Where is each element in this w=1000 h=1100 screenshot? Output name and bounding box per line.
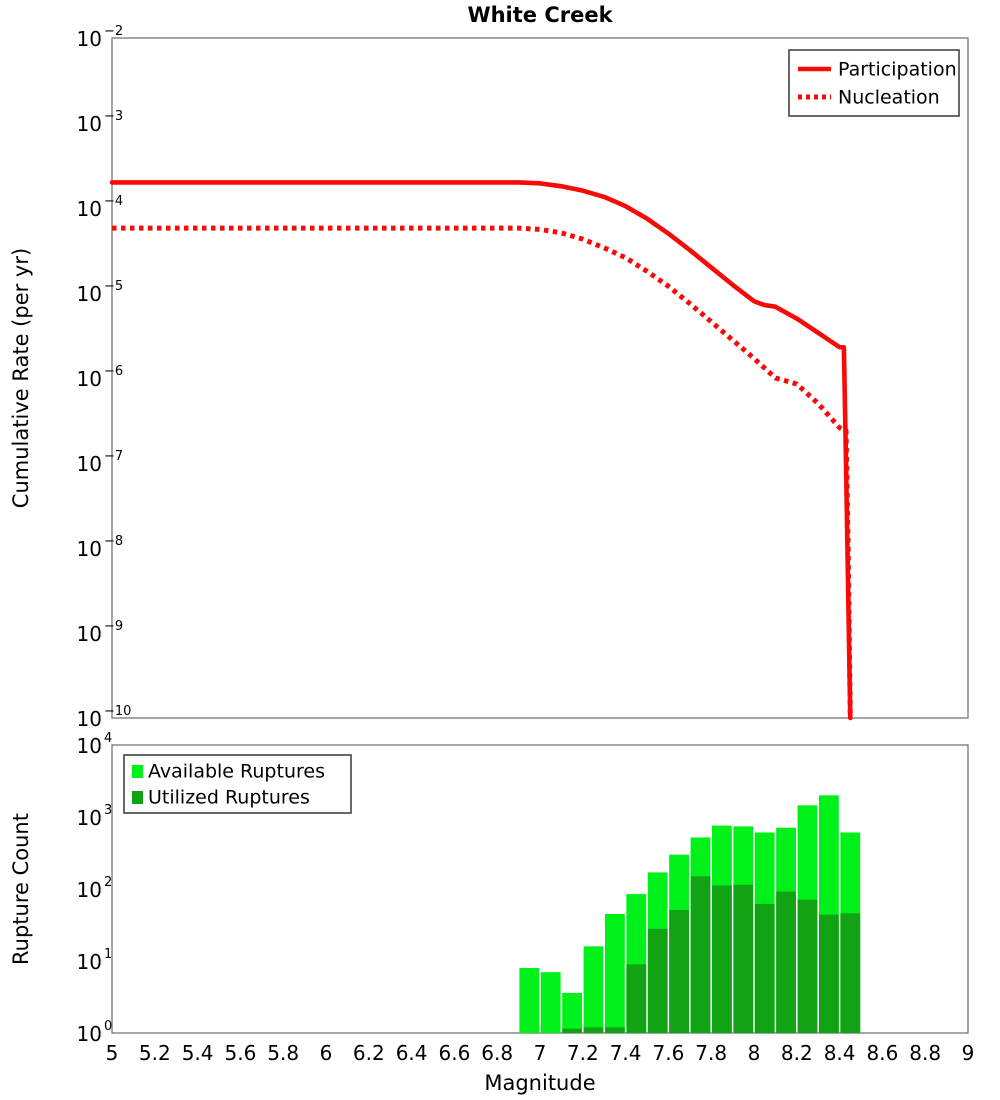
y-tick-mantissa: 10	[77, 806, 102, 830]
x-axis-label: Magnitude	[484, 1071, 595, 1095]
top-plot-legend[interactable]: Participation Nucleation	[789, 50, 959, 116]
top-plot-frame	[112, 38, 968, 718]
bar-available	[519, 968, 539, 1033]
y-tick-mantissa: 10	[77, 452, 102, 476]
x-axis-tick-labels: 5 5.2 5.4 5.6 5.8 6 6.2 6.4 6.6 6.8 7 7.2 7.4 7.6 7.8 8…	[106, 1041, 975, 1065]
rupture-count-plot: 104103102101100 Rupture Count 55.25.45.6…	[9, 731, 974, 1095]
legend-label-utilized: Utilized Ruptures	[148, 787, 310, 809]
x-tick-label: 8.6	[866, 1041, 898, 1065]
legend-swatch-available	[132, 765, 143, 778]
y-tick-mantissa: 10	[77, 27, 102, 51]
y-tick-exponent: −5	[104, 279, 123, 294]
x-tick-label: 8.8	[909, 1041, 941, 1065]
y-tick-mantissa: 10	[77, 622, 102, 646]
bar-utilized	[626, 964, 646, 1033]
y-tick-mantissa: 10	[77, 282, 102, 306]
y-tick-exponent: −6	[104, 364, 123, 379]
legend-label-participation: Participation	[838, 59, 957, 81]
y-tick-exponent: −7	[104, 449, 123, 464]
x-tick-label: 6.6	[438, 1041, 470, 1065]
y-tick-exponent: 1	[104, 947, 112, 962]
y-tick-mantissa: 10	[77, 950, 102, 974]
bar-utilized	[562, 1029, 582, 1033]
x-tick-label: 6.8	[481, 1041, 513, 1065]
x-tick-label: 8.4	[824, 1041, 856, 1065]
y-tick-exponent: −2	[104, 24, 123, 39]
y-tick-exponent: 3	[104, 803, 112, 818]
x-tick-label: 8.2	[781, 1041, 813, 1065]
y-tick-mantissa: 10	[77, 707, 102, 731]
x-tick-label: 5.2	[139, 1041, 171, 1065]
y-tick-mantissa: 10	[77, 112, 102, 136]
y-tick-mantissa: 10	[77, 878, 102, 902]
bar-utilized	[691, 876, 711, 1033]
bar-utilized	[712, 885, 732, 1033]
x-tick-label: 7.8	[695, 1041, 727, 1065]
bar-utilized	[840, 913, 860, 1033]
page-title: White Creek	[467, 3, 613, 27]
x-tick-label: 7.4	[610, 1041, 642, 1065]
bar-utilized	[798, 900, 818, 1033]
bar-utilized	[755, 904, 775, 1033]
y-tick-mantissa: 10	[77, 197, 102, 221]
y-tick-exponent: −4	[104, 194, 123, 209]
y-tick-exponent: −3	[104, 109, 123, 124]
bar-utilized	[584, 1027, 604, 1033]
x-tick-label: 9	[962, 1041, 975, 1065]
bar-utilized	[733, 885, 753, 1033]
x-tick-label: 6.4	[396, 1041, 428, 1065]
y-tick-mantissa: 10	[77, 734, 102, 758]
bar-utilized	[605, 1027, 625, 1033]
y-tick-mantissa: 10	[77, 537, 102, 561]
bottom-plot-legend[interactable]: Available Ruptures Utilized Ruptures	[124, 755, 351, 813]
x-tick-label: 5.8	[267, 1041, 299, 1065]
top-plot-y-axis-label: Cumulative Rate (per yr)	[9, 248, 33, 508]
x-tick-label: 5	[106, 1041, 119, 1065]
y-tick-exponent: −8	[104, 534, 123, 549]
x-tick-label: 6.2	[353, 1041, 385, 1065]
bar-utilized	[648, 929, 668, 1033]
figure-root: White Creek 10−210−310−410−510−610−710−8…	[0, 0, 1000, 1100]
bar-available	[562, 993, 582, 1033]
legend-label-available: Available Ruptures	[148, 761, 325, 783]
x-tick-label: 6	[320, 1041, 333, 1065]
mfd-figure: White Creek 10−210−310−410−510−610−710−8…	[0, 0, 1000, 1100]
bar-available	[605, 914, 625, 1033]
bar-utilized	[819, 915, 839, 1033]
y-tick-exponent: −10	[104, 704, 131, 719]
x-tick-label: 8	[748, 1041, 761, 1065]
bar-utilized	[669, 910, 689, 1033]
bottom-plot-y-axis-label: Rupture Count	[9, 813, 33, 965]
y-tick-exponent: 2	[104, 875, 112, 890]
y-tick-exponent: 4	[104, 731, 112, 746]
legend-swatch-utilized	[132, 791, 143, 804]
cumulative-rate-plot: 10−210−310−410−510−610−710−810−910−10 Cu…	[9, 24, 968, 731]
bar-available	[584, 946, 604, 1033]
x-tick-label: 7.2	[567, 1041, 599, 1065]
y-tick-mantissa: 10	[77, 367, 102, 391]
x-tick-label: 5.6	[224, 1041, 256, 1065]
y-tick-exponent: 0	[104, 1019, 112, 1034]
y-tick-exponent: −9	[104, 619, 123, 634]
x-tick-label: 7	[534, 1041, 547, 1065]
y-tick-mantissa: 10	[77, 1022, 102, 1046]
bar-available	[541, 972, 561, 1033]
legend-label-nucleation: Nucleation	[838, 87, 940, 109]
bar-utilized	[776, 892, 796, 1033]
x-tick-label: 7.6	[652, 1041, 684, 1065]
x-tick-label: 5.4	[182, 1041, 214, 1065]
